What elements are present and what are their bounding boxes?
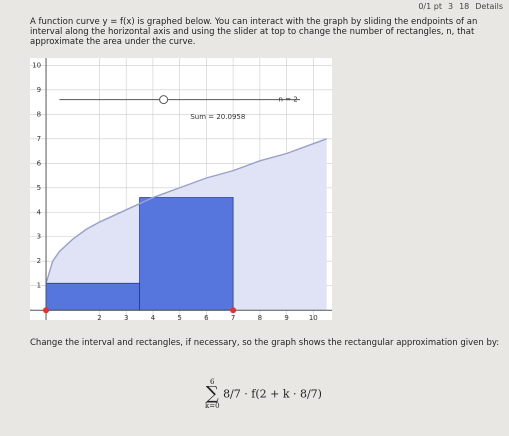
y-tick-label: 1 <box>37 282 41 290</box>
x-tick-label: 9 <box>284 314 288 322</box>
details[interactable]: Details <box>475 2 503 11</box>
endpoint-handle[interactable] <box>43 307 50 314</box>
y-tick-label: 2 <box>37 257 41 265</box>
score: 0/1 pt <box>418 2 442 11</box>
sum-lower: k=0 <box>205 402 220 410</box>
x-tick-label: 10 <box>309 314 318 322</box>
prompt: A function curve y = f(x) is graphed bel… <box>30 17 478 47</box>
x-tick-label: 7 <box>231 314 235 322</box>
curve <box>45 138 327 284</box>
y-tick-label: 6 <box>37 159 42 167</box>
formula: 6 ∑ k=0 8/7 · f(2 + k · 8/7) <box>205 378 322 410</box>
endpoint-handle[interactable] <box>230 307 237 314</box>
n-label: n = 2 <box>279 96 298 104</box>
y-tick-label: 10 <box>32 61 41 69</box>
x-tick-label: 5 <box>177 314 181 322</box>
rectangle <box>45 282 140 311</box>
y-tick-label: 4 <box>37 208 42 216</box>
x-tick-label: 3 <box>124 314 128 322</box>
x-tick-label: 6 <box>204 314 209 322</box>
header: 0/1 pt 3 18 Details <box>418 2 503 11</box>
sum-label: Sum = 20.0958 <box>190 113 245 121</box>
rectangle <box>139 197 234 311</box>
sum-upper: 6 <box>210 378 215 386</box>
x-tick-label: 4 <box>151 314 156 322</box>
graph[interactable]: 1 2 3 4 5 6 7 8 9 10 2 3 4 5 6 7 8 9 10 n = 2 Sum = 20.0958 <box>0 0 509 336</box>
y-tick-label: 3 <box>37 233 41 241</box>
x-tick-label: 2 <box>97 314 101 322</box>
formula-body: 8/7 · f(2 + k · 8/7) <box>223 387 322 401</box>
attempts: 3 <box>447 2 454 11</box>
y-tick-label: 9 <box>37 86 41 94</box>
x-tick-label: 8 <box>258 314 262 322</box>
instruction: Change the interval and rectangles, if n… <box>30 338 500 348</box>
y-tick-label: 5 <box>37 184 41 192</box>
y-tick-label: 7 <box>37 135 41 143</box>
y-tick-label: 8 <box>37 110 41 118</box>
submissions: 18 <box>459 2 470 11</box>
n-slider-handle[interactable] <box>159 95 169 105</box>
sigma: ∑ <box>205 383 219 404</box>
